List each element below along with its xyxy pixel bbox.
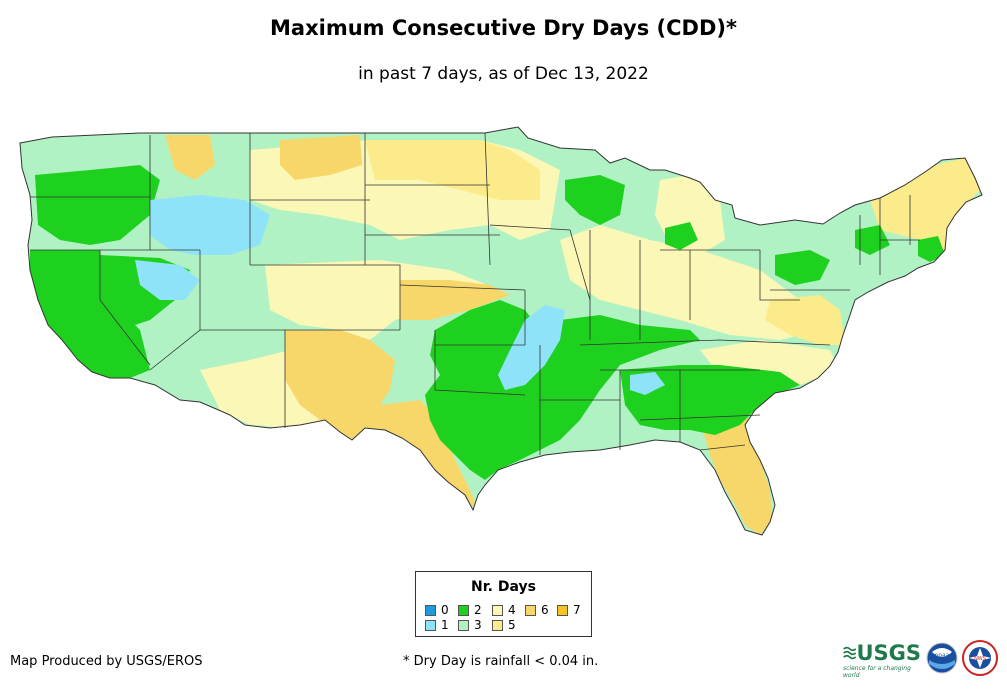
cdd-area-1 bbox=[150, 195, 270, 255]
nws-logo-icon: NWS bbox=[962, 640, 998, 676]
cdd-area-6 bbox=[400, 280, 510, 320]
us-outline bbox=[19, 126, 983, 536]
dry-day-footnote: * Dry Day is rainfall < 0.04 in. bbox=[403, 654, 599, 669]
legend-swatch bbox=[425, 604, 436, 616]
legend-item-3: 3 bbox=[458, 618, 482, 632]
map-credit: Map Produced by USGS/EROS bbox=[10, 654, 203, 669]
map-title: Maximum Consecutive Dry Days (CDD)* bbox=[270, 16, 737, 40]
cdd-area-1 bbox=[630, 372, 665, 395]
cdd-area-5 bbox=[365, 140, 540, 200]
cdd-area-2 bbox=[775, 250, 830, 285]
cdd-field bbox=[20, 127, 982, 535]
legend-item-7: 7 bbox=[557, 603, 581, 617]
cdd-area-2 bbox=[565, 175, 625, 225]
legend-label: 2 bbox=[474, 603, 482, 617]
cdd-area-5 bbox=[765, 295, 845, 345]
usgs-logo-text: USGS bbox=[856, 641, 921, 665]
noaa-logo-icon: noaa bbox=[926, 642, 958, 674]
usgs-wave-icon bbox=[843, 646, 857, 660]
legend-swatch bbox=[458, 604, 469, 616]
legend-label: 5 bbox=[508, 618, 516, 632]
legend-item-0: 0 bbox=[425, 603, 449, 617]
cdd-area-1 bbox=[135, 260, 200, 300]
legend-label: 4 bbox=[508, 603, 516, 617]
noaa-logo-text: noaa bbox=[935, 652, 950, 659]
legend-label: 3 bbox=[474, 618, 482, 632]
legend-swatch bbox=[492, 619, 503, 631]
legend-label: 0 bbox=[441, 603, 449, 617]
legend-label: 1 bbox=[441, 618, 449, 632]
legend-swatch bbox=[557, 604, 568, 616]
legend-item-4: 4 bbox=[492, 603, 516, 617]
legend-label: 6 bbox=[541, 603, 549, 617]
legend-item-1: 1 bbox=[425, 618, 449, 632]
usgs-tagline: science for a changing world bbox=[843, 665, 911, 679]
legend-item-5: 5 bbox=[492, 618, 516, 632]
legend-swatch bbox=[492, 604, 503, 616]
state-boundaries bbox=[30, 132, 920, 455]
cdd-area-2 bbox=[855, 225, 890, 255]
map-subtitle: in past 7 days, as of Dec 13, 2022 bbox=[358, 64, 649, 84]
cdd-area-5 bbox=[870, 158, 980, 250]
nws-logo-text: NWS bbox=[974, 656, 986, 662]
legend-label: 7 bbox=[573, 603, 581, 617]
cdd-area-6 bbox=[165, 135, 215, 180]
legend-title: Nr. Days bbox=[471, 579, 536, 595]
cdd-area-2 bbox=[35, 165, 160, 245]
legend-item-6: 6 bbox=[525, 603, 549, 617]
legend-swatch bbox=[525, 604, 536, 616]
cdd-area-1 bbox=[498, 305, 565, 390]
cdd-area-2 bbox=[30, 250, 150, 378]
legend-swatch bbox=[458, 619, 469, 631]
cdd-area-6 bbox=[280, 135, 362, 180]
cdd-area-2 bbox=[620, 365, 800, 435]
cdd-area-2 bbox=[918, 236, 945, 262]
legend-item-2: 2 bbox=[458, 603, 482, 617]
legend-swatch bbox=[425, 619, 436, 631]
usgs-logo-icon: USGS science for a changing world bbox=[843, 641, 921, 679]
legend: Nr. Days 0 1 2 3 4 5 6 7 bbox=[415, 571, 592, 637]
cdd-area-2 bbox=[665, 222, 698, 250]
